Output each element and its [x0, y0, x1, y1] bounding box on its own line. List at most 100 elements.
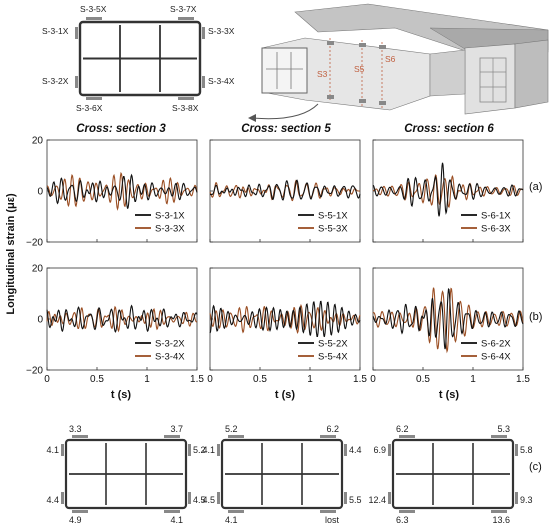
legend-label: S-5-2X [318, 339, 348, 350]
gauge-marker [86, 97, 102, 100]
legend-label: S-5-3X [318, 224, 348, 235]
peak-value-bottom-left: 6.3 [396, 515, 409, 525]
gauge-marker [320, 435, 336, 438]
gauge-marker [515, 444, 518, 456]
x-tick-label: 1.5 [353, 374, 367, 385]
gauge-marker [61, 492, 64, 504]
gauge-marker [399, 435, 415, 438]
gauge-marker [202, 76, 205, 88]
gauge-label: S-3-1X [42, 26, 69, 36]
series-line [372, 287, 524, 354]
row-label: (b) [529, 311, 542, 323]
gauge-marker [515, 492, 518, 504]
peak-value-left-bottom: 4.5 [202, 495, 215, 505]
legend-label: S-3-3X [155, 224, 185, 235]
gauge-marker [388, 444, 391, 456]
girder-vertical-side [514, 39, 549, 109]
peak-value-top-right: 5.3 [497, 424, 510, 434]
gauge-marker [228, 510, 244, 513]
peak-value-left-top: 4.1 [202, 445, 215, 455]
x-tick-label: 0 [44, 374, 50, 385]
peak-value-top-right: 3.7 [170, 424, 183, 434]
series-line [46, 173, 198, 209]
gauge-marker [75, 27, 78, 39]
series-line [372, 174, 523, 208]
series-line [209, 303, 361, 335]
y-tick-label: 0 [37, 315, 43, 326]
arrow-head-icon [248, 114, 256, 122]
peak-value-top-left: 3.3 [69, 424, 82, 434]
girder-end-section [261, 47, 308, 94]
peak-value-right-top: 4.4 [349, 445, 362, 455]
peak-value-right-bottom: 4.5 [193, 495, 206, 505]
peak-value-right-bottom: 5.5 [349, 495, 362, 505]
gauge-label: S-3-8X [172, 103, 199, 113]
chart-panels: 200−20S-3-1XS-3-3XS-5-1XS-5-3XS-6-1XS-6-… [26, 136, 530, 386]
y-tick-label: 20 [32, 136, 44, 147]
chart-title: Cross: section 5 [241, 123, 331, 135]
gauge-marker [228, 435, 244, 438]
gauge-marker [178, 17, 194, 20]
legend-label: S-6-4X [481, 352, 511, 363]
x-axis-label: t (s) [111, 389, 132, 401]
x-axis-label: t (s) [439, 389, 460, 401]
peak-value-top-left: 5.2 [225, 424, 238, 434]
legend-label: S-5-1X [318, 211, 348, 222]
cross-section: 3.3 3.7 4.1 5.2 4.4 4.5 4.9 4.1 [46, 424, 205, 525]
gauge-marker [399, 510, 415, 513]
gauge-marker [188, 444, 191, 456]
gauge-marker [202, 27, 205, 39]
series-line [209, 179, 361, 201]
peak-value-bottom-right: lost [325, 515, 340, 525]
x-tick-label: 0 [207, 374, 213, 385]
gauge-marker [86, 17, 102, 20]
x-tick-label: 1.5 [516, 374, 530, 385]
peak-value-top-left: 6.2 [396, 424, 409, 434]
gauge-marker [72, 435, 88, 438]
legend-label: S-6-3X [481, 224, 511, 235]
gauge-marker [491, 510, 507, 513]
x-tick-label: 1.5 [190, 374, 204, 385]
chart-title: Cross: section 3 [76, 123, 166, 135]
gauge-marker [491, 435, 507, 438]
gauge-marker [327, 41, 334, 45]
chart-title: Cross: section 6 [404, 123, 494, 135]
girder-vertical-face [464, 43, 516, 115]
gauge-marker [379, 45, 386, 49]
peak-value-left-top: 6.9 [373, 445, 386, 455]
x-tick-label: 1 [307, 374, 313, 385]
gauge-marker [359, 43, 366, 47]
gauge-marker [164, 435, 180, 438]
x-tick-label: 0 [370, 374, 376, 385]
x-axis-label: t (s) [275, 389, 296, 401]
x-tick-label: 0.5 [253, 374, 267, 385]
gauge-marker [72, 510, 88, 513]
chart-panel: S-5-1X S-5-3X [209, 139, 361, 243]
peak-value-right-bottom: 9.3 [520, 495, 533, 505]
peak-value-right-top: 5.8 [520, 445, 533, 455]
chart-panel: 20 0 −20 S-3-1X S-3-3X [26, 136, 198, 249]
y-tick-label: 0 [37, 187, 43, 198]
x-tick-label: 1 [470, 374, 476, 385]
peak-value-top-right: 6.2 [326, 424, 339, 434]
peak-value-right-top: 5.2 [193, 445, 206, 455]
peak-value-left-bottom: 12.4 [368, 495, 386, 505]
gauge-schematic: S-3-5X S-3-7X S-3-1X S-3-3X S-3-2X S-3-4… [42, 4, 235, 113]
gauge-label: S-3-5X [80, 4, 107, 14]
gauge-marker [388, 492, 391, 504]
peak-value-left-bottom: 4.4 [46, 495, 59, 505]
gauge-marker [344, 444, 347, 456]
gauge-label: S-3-3X [208, 26, 235, 36]
chart-panel: S-6-1X S-6-3X [372, 139, 524, 243]
girder-3d-drawing: S3 S5 S6 [248, 3, 549, 122]
peak-value-bottom-right: 4.1 [170, 515, 183, 525]
gauge-marker [327, 95, 334, 99]
gauge-marker [61, 444, 64, 456]
chart-panel: 200−200 0.5 1 1.5S-3-2XS-3-4X [26, 264, 204, 386]
peak-value-left-top: 4.1 [46, 445, 59, 455]
girder-main-side [429, 49, 466, 97]
peak-value-bottom-right: 13.6 [492, 515, 510, 525]
gauge-marker [320, 510, 336, 513]
chart-panel: 0 0.5 1 1.5 S-5-2X S-5-4X [207, 267, 367, 385]
y-tick-label: −20 [26, 238, 43, 249]
